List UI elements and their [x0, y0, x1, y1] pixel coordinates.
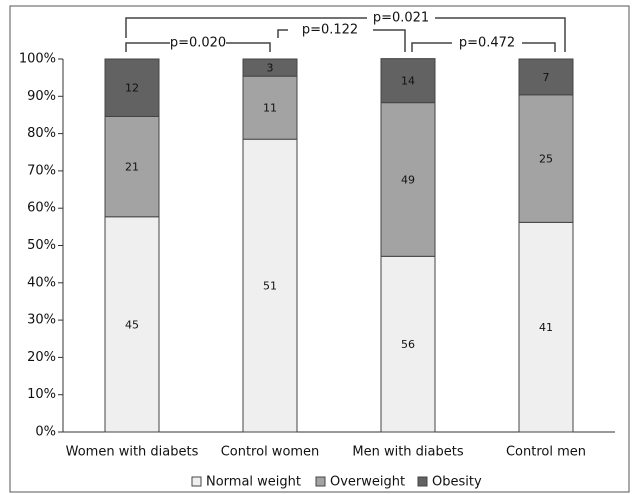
bar-segment [242, 138, 298, 433]
y-tick-label: 10% [27, 387, 56, 402]
legend-swatch [191, 476, 202, 487]
y-tick-label: 100% [19, 52, 56, 67]
bracket [411, 42, 556, 52]
y-tick-label: 0% [35, 425, 56, 440]
bracket [277, 29, 406, 52]
y-tick-label: 30% [27, 313, 56, 328]
bracket [125, 42, 271, 52]
x-tick-label: Women with diabets [66, 445, 199, 460]
data-label: 41 [539, 321, 553, 334]
legend-label: Overweight [330, 475, 405, 490]
x-tick-label: Control women [221, 445, 320, 460]
data-label: 49 [401, 173, 415, 186]
data-label: 25 [539, 153, 553, 166]
bar-segment [518, 221, 574, 433]
data-label: 51 [263, 280, 277, 293]
data-label: 11 [263, 102, 277, 115]
data-label: 45 [125, 318, 139, 331]
frame [9, 5, 630, 493]
bar-segment [242, 75, 298, 140]
y-tick-label: 70% [27, 163, 56, 178]
annotation: p=0.021 [373, 11, 429, 26]
y-tick-label: 80% [27, 126, 56, 141]
data-label: 21 [125, 161, 139, 174]
data-label: 14 [401, 75, 415, 88]
y-tick-label: 50% [27, 238, 56, 253]
x-tick-label: Men with diabets [352, 445, 463, 460]
bracket [125, 17, 566, 52]
y-tick-label: 90% [27, 89, 56, 104]
y-tick-label: 60% [27, 201, 56, 216]
y-tick-label: 40% [27, 275, 56, 290]
annotation: p=0.020 [170, 36, 226, 51]
legend-label: Obesity [432, 475, 482, 490]
legend-label: Normal weight [206, 475, 301, 490]
data-label: 3 [267, 62, 274, 75]
annotation: p=0.472 [459, 36, 515, 51]
data-label: 56 [401, 338, 415, 351]
bar-segment [380, 58, 436, 104]
bar-segment [518, 58, 574, 96]
data-label: 7 [543, 71, 550, 84]
annotation: p=0.122 [302, 23, 358, 38]
bar-segment [242, 58, 298, 77]
legend-swatch [315, 476, 326, 487]
bar-segment [380, 102, 436, 257]
bar-segment [104, 58, 160, 117]
legend-swatch [417, 476, 428, 487]
y-tick-label: 20% [27, 350, 56, 365]
x-tick-label: Control men [506, 445, 586, 460]
bar-segment [380, 255, 436, 433]
data-label: 12 [125, 82, 139, 95]
